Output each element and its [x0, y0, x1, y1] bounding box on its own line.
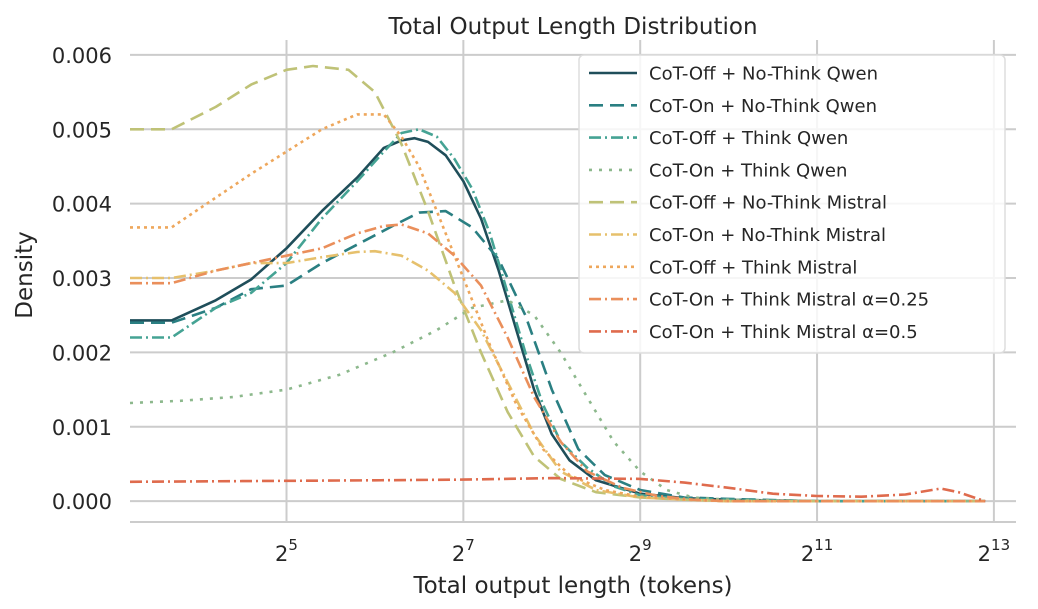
- chart-title: Total Output Length Distribution: [387, 14, 757, 40]
- y-tick-label: 0.000: [52, 490, 112, 514]
- legend-label: CoT-Off + No-Think Qwen: [649, 64, 878, 85]
- x-tick-base: 2: [801, 542, 814, 566]
- x-axis-label: Total output length (tokens): [412, 573, 732, 599]
- x-tick-exponent: 11: [814, 536, 833, 554]
- y-tick-label: 0.001: [52, 416, 112, 440]
- legend-box: [578, 54, 1006, 354]
- y-tick-labels: 0.000 0.001 0.002 0.003 0.004 0.005 0.006: [52, 44, 112, 514]
- x-tick-exponent: 7: [465, 536, 475, 554]
- x-tick-base: 2: [452, 542, 465, 566]
- x-tick-exponent: 13: [991, 536, 1010, 554]
- y-tick-label: 0.002: [52, 341, 112, 365]
- x-tick-base: 2: [275, 542, 288, 566]
- x-tick-exponent: 9: [642, 536, 652, 554]
- y-axis-label: Density: [12, 231, 38, 318]
- series-line-9: [129, 476, 986, 503]
- legend-label: CoT-On + Think Qwen: [649, 160, 847, 181]
- x-tick-labels: 25 27 29 211 213: [275, 536, 1010, 566]
- legend-label: CoT-On + Think Mistral α=0.25: [649, 290, 929, 311]
- x-tick-label: 27: [452, 536, 475, 566]
- legend: CoT-Off + No-Think Qwen CoT-On + No-Think…: [578, 54, 1006, 354]
- legend-label: CoT-Off + Think Mistral: [649, 257, 857, 278]
- y-tick-label: 0.005: [52, 118, 112, 142]
- y-tick-label: 0.004: [52, 193, 112, 217]
- series-line-4: [129, 299, 986, 503]
- x-tick-label: 29: [629, 536, 652, 566]
- x-tick-exponent: 5: [288, 536, 298, 554]
- x-tick-label: 25: [275, 536, 298, 566]
- legend-label: CoT-Off + Think Qwen: [649, 128, 848, 149]
- y-tick-label: 0.003: [52, 267, 112, 291]
- x-tick-label: 211: [801, 536, 833, 566]
- legend-label: CoT-On + Think Mistral α=0.5: [649, 322, 918, 343]
- y-tick-label: 0.006: [52, 44, 112, 68]
- x-tick-label: 213: [978, 536, 1010, 566]
- series-line-8: [130, 223, 986, 503]
- legend-label: CoT-Off + No-Think Mistral: [649, 193, 887, 214]
- legend-label: CoT-On + No-Think Mistral: [649, 225, 886, 246]
- x-tick-base: 2: [629, 542, 642, 566]
- x-tick-base: 2: [978, 542, 991, 566]
- legend-label: CoT-On + No-Think Qwen: [649, 96, 877, 117]
- series-layer: [129, 64, 986, 503]
